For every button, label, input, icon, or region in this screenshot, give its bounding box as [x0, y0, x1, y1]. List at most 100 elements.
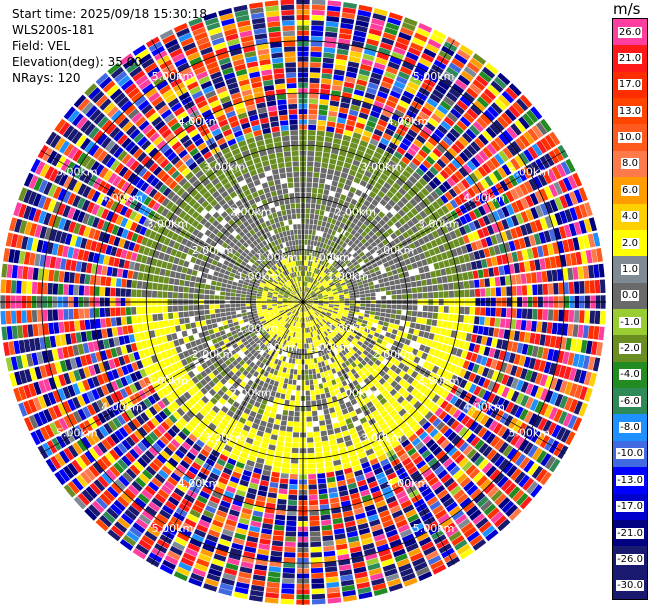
velocity-bin	[463, 253, 471, 263]
velocity-bin	[391, 290, 397, 295]
velocity-bin	[319, 242, 324, 248]
velocity-bin	[546, 322, 553, 334]
velocity-bin	[466, 61, 480, 74]
velocity-bin	[323, 298, 329, 301]
velocity-bin	[322, 308, 328, 311]
velocity-bin	[320, 430, 328, 437]
velocity-bin	[244, 384, 251, 391]
velocity-bin	[289, 336, 293, 342]
velocity-bin	[496, 195, 505, 207]
velocity-bin	[181, 358, 188, 367]
velocity-bin	[544, 455, 556, 470]
velocity-bin	[553, 409, 563, 423]
velocity-bin	[417, 286, 423, 293]
velocity-bin	[394, 212, 402, 221]
velocity-bin	[416, 350, 424, 358]
velocity-bin	[359, 417, 368, 424]
velocity-bin	[332, 288, 337, 292]
velocity-bin	[312, 297, 318, 299]
velocity-bin	[350, 266, 356, 272]
velocity-bin	[534, 333, 541, 345]
velocity-bin	[567, 238, 575, 252]
velocity-bin	[466, 448, 477, 460]
velocity-bin	[365, 324, 372, 330]
velocity-bin	[134, 403, 144, 414]
velocity-bin	[386, 219, 394, 227]
velocity-bin	[340, 500, 351, 507]
velocity-bin	[191, 429, 201, 438]
velocity-bin	[308, 124, 317, 131]
velocity-bin	[256, 366, 262, 373]
velocity-bin	[472, 53, 487, 65]
velocity-bin	[303, 271, 306, 276]
velocity-bin	[371, 156, 380, 164]
velocity-bin	[221, 577, 235, 586]
velocity-bin	[435, 237, 443, 246]
velocity-bin	[297, 374, 301, 380]
velocity-bin	[322, 62, 334, 69]
velocity-bin	[419, 210, 428, 219]
velocity-bin	[440, 120, 452, 131]
velocity-bin	[414, 561, 428, 572]
velocity-bin	[307, 442, 314, 448]
velocity-bin	[309, 374, 313, 380]
velocity-bin	[414, 391, 423, 400]
velocity-bin	[351, 280, 357, 285]
velocity-bin	[233, 466, 243, 474]
velocity-bin	[357, 235, 364, 242]
velocity-bin	[314, 274, 318, 279]
velocity-bin	[446, 321, 453, 329]
velocity-bin	[375, 328, 382, 334]
velocity-bin	[359, 337, 365, 343]
velocity-bin	[330, 502, 341, 509]
velocity-bin	[267, 449, 275, 456]
velocity-bin	[474, 153, 485, 165]
velocity-bin	[307, 305, 312, 309]
velocity-bin	[332, 290, 338, 293]
velocity-bin	[305, 312, 308, 317]
velocity-bin	[390, 216, 398, 224]
velocity-bin	[385, 22, 400, 31]
velocity-bin	[250, 348, 257, 355]
velocity-bin	[418, 177, 428, 187]
velocity-bin	[328, 281, 334, 286]
velocity-bin	[311, 572, 324, 579]
velocity-bin	[284, 399, 290, 406]
velocity-bin	[450, 266, 457, 274]
velocity-bin	[516, 342, 524, 354]
velocity-bin	[411, 348, 419, 356]
velocity-bin	[341, 206, 348, 213]
velocity-bin	[428, 333, 435, 340]
velocity-bin	[230, 393, 238, 401]
velocity-bin	[362, 279, 368, 284]
velocity-bin	[461, 460, 473, 472]
velocity-bin	[281, 313, 287, 318]
velocity-bin	[314, 288, 319, 292]
velocity-bin	[267, 576, 281, 583]
velocity-bin	[312, 267, 315, 273]
velocity-bin	[470, 334, 478, 343]
velocity-bin	[294, 416, 300, 422]
velocity-bin	[341, 272, 348, 278]
velocity-bin	[280, 361, 285, 367]
velocity-bin	[354, 25, 368, 33]
velocity-bin	[391, 114, 402, 123]
velocity-bin	[432, 284, 438, 292]
velocity-bin	[348, 56, 361, 63]
velocity-bin	[156, 389, 165, 399]
velocity-bin	[493, 245, 501, 255]
velocity-bin	[301, 322, 303, 328]
velocity-bin	[467, 406, 476, 417]
velocity-bin	[528, 413, 538, 426]
velocity-bin	[349, 546, 362, 554]
velocity-bin	[191, 328, 198, 335]
velocity-bin	[249, 340, 256, 346]
velocity-bin	[161, 465, 172, 476]
velocity-bin	[300, 328, 303, 333]
velocity-bin	[132, 548, 147, 560]
velocity-bin	[271, 545, 283, 552]
velocity-bin	[418, 536, 432, 547]
velocity-bin	[361, 58, 374, 67]
velocity-bin	[459, 151, 469, 163]
velocity-bin	[325, 262, 330, 268]
